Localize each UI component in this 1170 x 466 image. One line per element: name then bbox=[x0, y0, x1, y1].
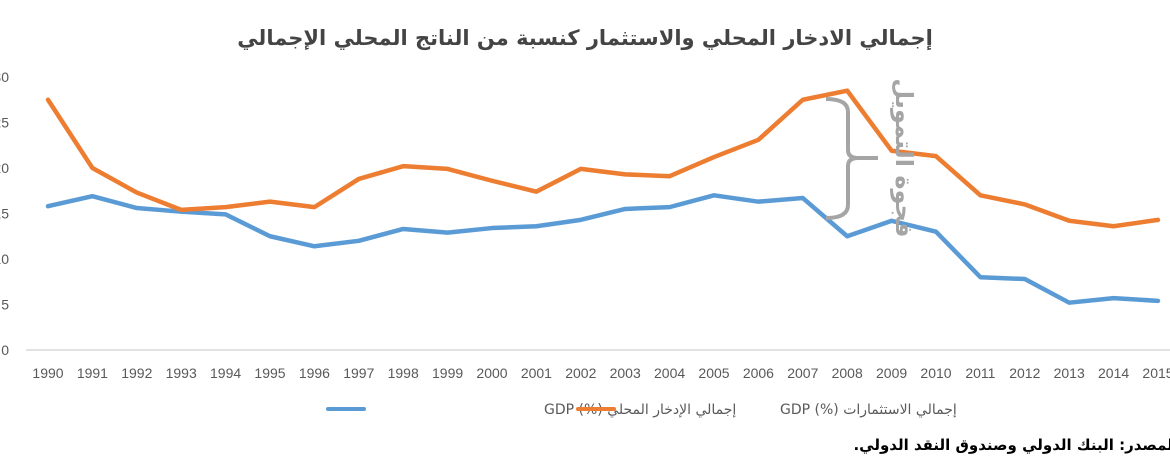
y-tick-label: 30 bbox=[0, 69, 9, 85]
legend-label-investment: إجمالي الاستثمارات (%) GDP bbox=[780, 402, 957, 418]
y-tick-label: 10 bbox=[0, 251, 9, 267]
investment-series-line bbox=[45, 88, 1161, 229]
y-tick-label: 25 bbox=[0, 115, 9, 131]
x-tick-label: 2001 bbox=[521, 365, 552, 381]
legend-label-savings: إجمالي الإدخار المحلي (%) GDP bbox=[544, 402, 736, 418]
source-note: المصدر: البنك الدولي وصندوق النقد الدولي… bbox=[853, 436, 1170, 454]
x-tick-label: 2014 bbox=[1098, 365, 1129, 381]
x-tick-label: 1994 bbox=[210, 365, 241, 381]
x-tick-label: 2006 bbox=[743, 365, 774, 381]
x-tick-label: 2007 bbox=[787, 365, 818, 381]
x-tick-label: 1991 bbox=[77, 365, 108, 381]
y-tick-label: 20 bbox=[0, 160, 9, 176]
x-tick-label: 2008 bbox=[832, 365, 863, 381]
y-tick-label: 0 bbox=[1, 342, 9, 358]
x-tick-label: 1997 bbox=[343, 365, 374, 381]
x-tick-label: 1998 bbox=[388, 365, 419, 381]
x-tick-label: 1995 bbox=[254, 365, 285, 381]
savings-series-line bbox=[45, 193, 1161, 305]
x-tick-label: 1999 bbox=[432, 365, 463, 381]
financing-gap-annotation: فجوة التمويل bbox=[825, 78, 918, 238]
x-tick-label: 1996 bbox=[299, 365, 330, 381]
x-tick-label: 1990 bbox=[32, 365, 63, 381]
x-tick-label: 2002 bbox=[565, 365, 596, 381]
chart-title: إجمالي الادخار المحلي والاستثمار كنسبة م… bbox=[237, 26, 933, 50]
x-tick-label: 2003 bbox=[610, 365, 641, 381]
x-tick-label: 2010 bbox=[920, 365, 951, 381]
x-tick-label: 1992 bbox=[121, 365, 152, 381]
x-tick-label: 1993 bbox=[166, 365, 197, 381]
x-tick-label: 2004 bbox=[654, 365, 685, 381]
financing-gap-label: فجوة التمويل bbox=[890, 78, 918, 237]
x-tick-label: 2005 bbox=[698, 365, 729, 381]
x-tick-label: 2012 bbox=[1009, 365, 1040, 381]
y-tick-label: 5 bbox=[1, 297, 9, 313]
x-tick-label: 2015 bbox=[1142, 365, 1170, 381]
brace-icon bbox=[825, 97, 878, 220]
x-tick-label: 2000 bbox=[476, 365, 507, 381]
x-tick-label: 2011 bbox=[965, 365, 995, 381]
y-tick-label: 15 bbox=[0, 206, 9, 222]
x-tick-label: 2009 bbox=[876, 365, 907, 381]
x-tick-label: 2013 bbox=[1054, 365, 1085, 381]
